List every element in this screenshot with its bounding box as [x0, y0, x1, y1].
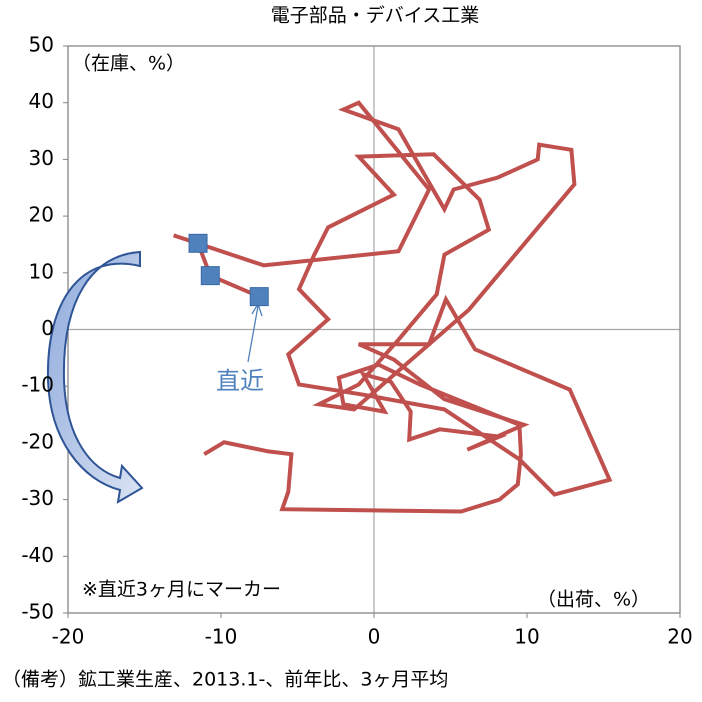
x-axis-label: （出荷、%） — [537, 589, 650, 611]
y-tick-label: -50 — [21, 600, 54, 624]
note: ※直近3ヶ月にマーカー — [82, 579, 281, 601]
marker — [188, 233, 208, 253]
x-tick-label: 10 — [514, 625, 539, 649]
y-tick-label: -40 — [21, 543, 54, 567]
footer: （備考）鉱工業生産、2013.1-、前年比、3ヶ月平均 — [2, 669, 448, 691]
y-tick-label: 0 — [41, 316, 54, 340]
y-tick-label: -10 — [21, 373, 54, 397]
y-tick-label: -30 — [21, 486, 54, 510]
marker — [249, 287, 269, 307]
annotation: 直近 — [216, 367, 264, 395]
y-tick-label: 20 — [29, 203, 54, 227]
x-tick-label: -10 — [205, 625, 238, 649]
y-tick-label: 30 — [29, 146, 54, 170]
y-tick-label: 10 — [29, 259, 54, 283]
y-tick-label: 40 — [29, 89, 54, 113]
x-tick-label: -20 — [52, 625, 85, 649]
y-tick-label: -20 — [21, 429, 54, 453]
chart-title: 電子部品・デバイス工業 — [271, 5, 479, 27]
series-line — [172, 100, 613, 514]
y-axis-label: （在庫、%） — [72, 53, 185, 75]
marker — [200, 266, 220, 286]
grid — [63, 45, 681, 618]
plot — [172, 100, 613, 514]
annotation-arrow — [247, 305, 259, 363]
y-tick-label: 50 — [29, 33, 54, 57]
x-tick-label: 0 — [368, 625, 381, 649]
x-tick-label: 20 — [667, 625, 692, 649]
direction-arrow — [46, 250, 144, 504]
